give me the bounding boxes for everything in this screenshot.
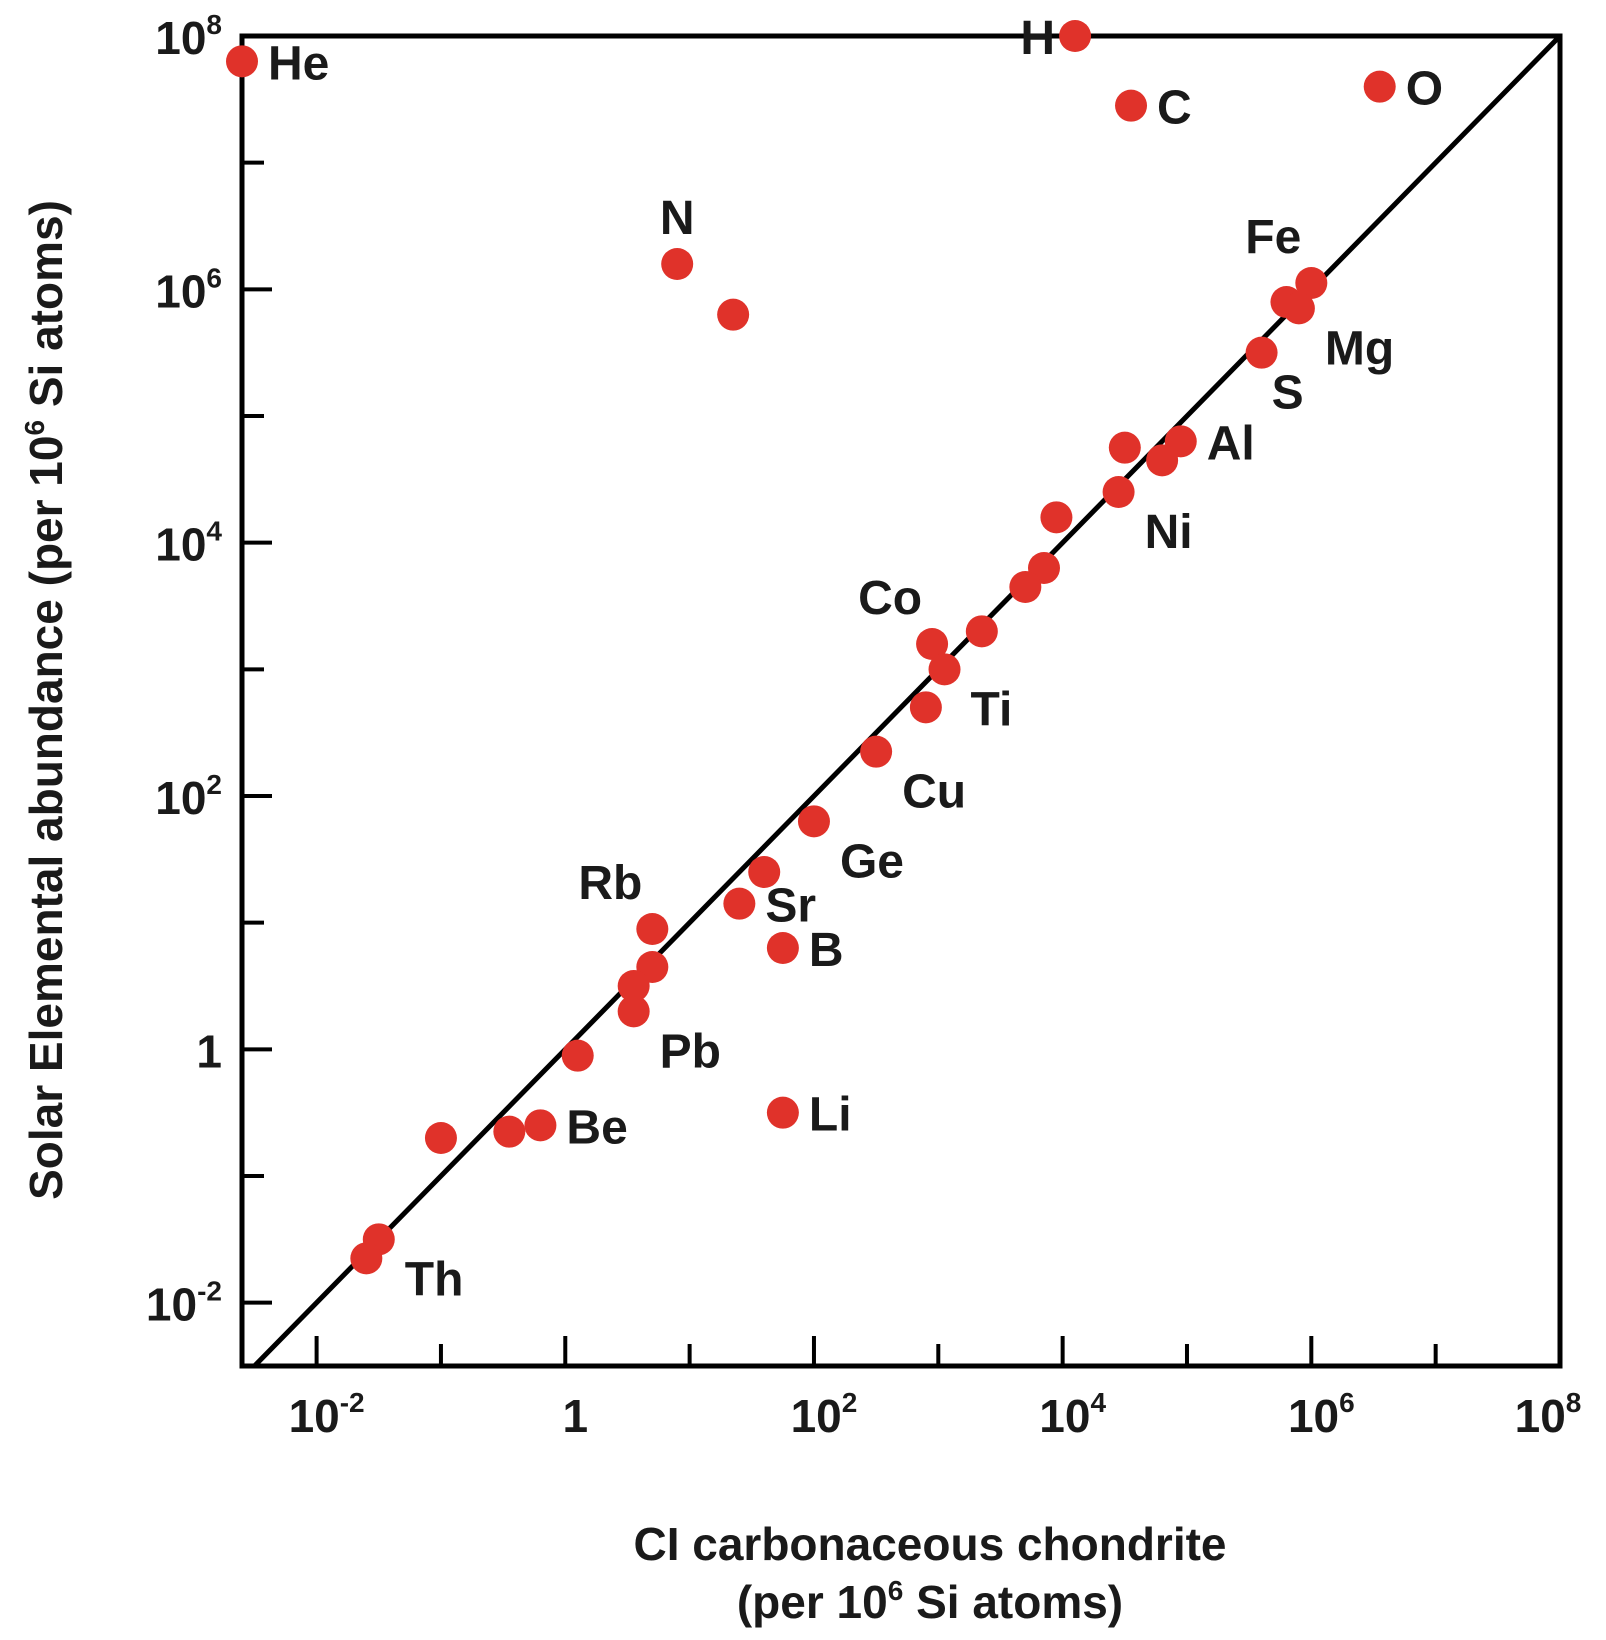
data-point-c [1115, 89, 1148, 122]
data-point-h [1059, 20, 1092, 52]
data-point-be [524, 1109, 557, 1142]
point-label-co: Co [858, 572, 922, 625]
point-label-sr: Sr [765, 880, 816, 933]
data-point-cu [860, 735, 893, 768]
data-point-fe [1295, 267, 1328, 299]
data-point [350, 1242, 383, 1275]
data-point-pb [617, 995, 650, 1028]
data-point [1108, 431, 1141, 464]
point-label-he: He [268, 37, 329, 90]
x-tick-label: 10-2 [289, 1387, 365, 1442]
y-axis-ticks: 10-2 1 102 104 106 108 [146, 9, 272, 1331]
y-tick-label: 108 [155, 9, 222, 64]
point-label-ge: Ge [840, 835, 904, 888]
data-point [424, 1122, 457, 1154]
data-point [717, 298, 750, 331]
x-tick-label: 102 [791, 1387, 858, 1442]
data-point [1040, 501, 1073, 534]
data-point-sr [723, 887, 756, 920]
point-label-pb: Pb [660, 1025, 721, 1078]
data-point [493, 1115, 526, 1148]
point-label-c: C [1157, 82, 1192, 135]
point-label-al: Al [1207, 417, 1255, 470]
data-point-li [766, 1096, 799, 1129]
point-label-ni: Ni [1145, 506, 1193, 559]
x-axis-ticks: 10-2 1 102 104 106 108 [289, 1336, 1582, 1442]
point-label-n: N [660, 192, 695, 245]
x-axis-title-line1: CI carbonaceous chondrite [633, 1518, 1226, 1570]
point-label-be: Be [566, 1101, 627, 1154]
y-tick-label: 102 [155, 769, 222, 824]
data-point-s [1245, 336, 1278, 369]
x-tick-label: 1 [562, 1390, 588, 1442]
point-label-h: H [1020, 12, 1055, 65]
point-label-b: B [809, 924, 844, 977]
point-label-li: Li [809, 1089, 852, 1142]
point-label-rb: Rb [578, 857, 642, 910]
x-axis-title-line2: (per 106 Si atoms) [737, 1575, 1123, 1628]
point-label-cu: Cu [902, 766, 966, 819]
data-point-rb [636, 913, 669, 945]
data-point [617, 970, 650, 1002]
y-tick-label: 104 [155, 516, 222, 571]
y-tick-label: 106 [155, 262, 222, 317]
data-point [909, 691, 942, 724]
x-tick-label: 104 [1039, 1387, 1106, 1442]
data-point [1009, 571, 1042, 603]
data-point [965, 615, 998, 648]
data-point [1146, 444, 1179, 477]
data-point-n [661, 248, 694, 280]
y-tick-label: 1 [196, 1025, 222, 1077]
point-label-ti: Ti [971, 683, 1013, 736]
data-point-mg [1282, 292, 1315, 325]
y-axis-title: Solar Elemental abundance (per 106 Si at… [19, 200, 72, 1200]
plot-frame [239, 33, 1563, 1369]
data-point-ni [1102, 476, 1135, 508]
data-point-ge [797, 805, 830, 838]
one-to-one-line [252, 34, 1562, 1368]
y-tick-label: 10-2 [146, 1276, 222, 1331]
x-tick-label: 106 [1288, 1387, 1355, 1442]
data-point-o [1363, 70, 1396, 103]
point-label-o: O [1406, 63, 1443, 116]
data-point-ti [928, 653, 961, 686]
data-point-co [916, 628, 949, 660]
data-point [561, 1039, 594, 1072]
data-point-he [226, 45, 258, 78]
point-label-s: S [1272, 367, 1304, 420]
data-point-b [766, 932, 799, 964]
point-label-th: Th [405, 1253, 464, 1306]
data-point [748, 856, 781, 888]
data-points [226, 20, 1396, 1275]
point-label-fe: Fe [1245, 211, 1301, 264]
x-tick-label: 108 [1515, 1387, 1582, 1442]
point-label-mg: Mg [1325, 322, 1394, 375]
